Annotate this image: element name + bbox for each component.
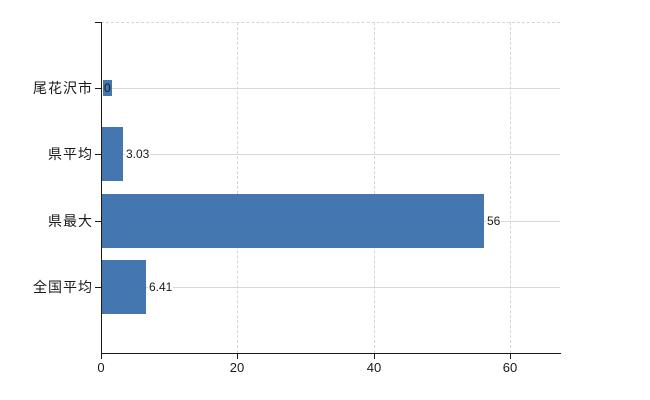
x-tick-label: 0 bbox=[97, 360, 105, 375]
vertical-gridline bbox=[374, 22, 375, 353]
x-axis bbox=[101, 353, 561, 354]
vertical-gridline bbox=[237, 22, 238, 353]
bar-2[interactable] bbox=[102, 194, 484, 248]
value-label: 3.03 bbox=[125, 146, 151, 162]
y-axis-tick bbox=[95, 287, 101, 288]
x-tick-label: 60 bbox=[502, 360, 518, 375]
y-axis-tick bbox=[95, 221, 101, 222]
category-label: 尾花沢市 bbox=[33, 80, 93, 96]
bar-1[interactable] bbox=[102, 127, 123, 181]
horizontal-gridline bbox=[101, 154, 560, 155]
vertical-gridline bbox=[510, 22, 511, 353]
x-axis-tick bbox=[101, 354, 102, 359]
value-label: 56 bbox=[486, 213, 502, 229]
category-label: 県平均 bbox=[48, 146, 93, 162]
y-axis-tick bbox=[95, 22, 101, 23]
x-tick-label: 40 bbox=[366, 360, 382, 375]
x-axis-tick bbox=[237, 354, 238, 359]
category-label: 県最大 bbox=[48, 213, 93, 229]
category-label: 全国平均 bbox=[33, 279, 93, 295]
value-label: 6.41 bbox=[148, 279, 174, 295]
y-axis bbox=[101, 22, 102, 354]
x-axis-tick bbox=[510, 354, 511, 359]
y-axis-tick bbox=[95, 154, 101, 155]
x-tick-label: 20 bbox=[229, 360, 245, 375]
horizontal-gridline bbox=[101, 287, 560, 288]
bar-3[interactable] bbox=[102, 260, 146, 314]
y-axis-tick bbox=[95, 88, 101, 89]
x-axis-tick bbox=[374, 354, 375, 359]
value-label: 0 bbox=[103, 80, 112, 96]
plot-top-border bbox=[101, 22, 560, 23]
horizontal-gridline bbox=[101, 88, 560, 89]
